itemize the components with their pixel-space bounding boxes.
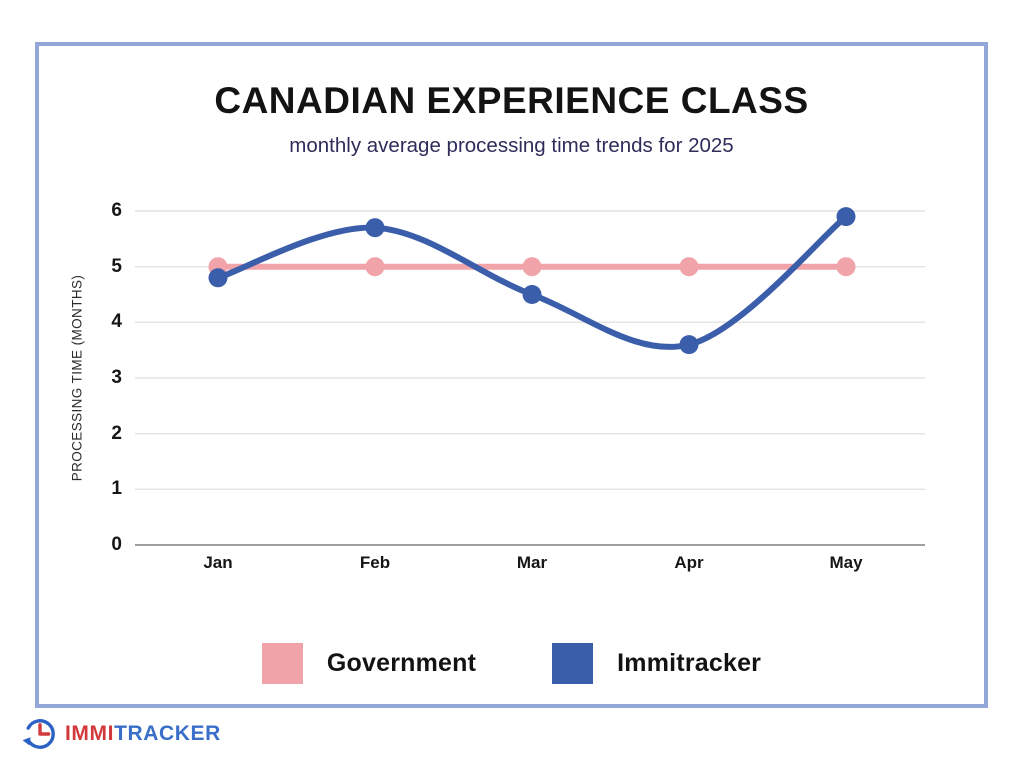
logo-text: IMMITRACKER: [65, 722, 221, 746]
y-tick-label-5: 5: [111, 255, 122, 277]
point-government-may: [836, 257, 856, 277]
y-tick-label-4: 4: [111, 311, 122, 333]
plot-area: [135, 207, 925, 546]
immitracker-logo: IMMITRACKER: [20, 714, 221, 754]
point-immitracker-jan: [208, 268, 228, 288]
x-tick-label-may: May: [829, 553, 863, 572]
legend-item-government: Government: [261, 643, 477, 684]
legend-label-immitracker: Immitracker: [617, 649, 762, 677]
legend-label-government: Government: [326, 649, 477, 677]
series-line-immitracker: [215, 213, 849, 350]
x-tick-label-feb: Feb: [359, 553, 391, 572]
point-immitracker-may: [836, 207, 856, 227]
logo-text-tracker: TRACKER: [114, 722, 221, 745]
x-tick-label-mar: Mar: [516, 553, 548, 572]
point-government-feb: [365, 257, 385, 277]
chart-frame: [35, 42, 988, 708]
chart-subtitle: monthly average processing time trends f…: [289, 134, 734, 157]
point-immitracker-mar: [522, 285, 542, 304]
y-tick-label-2: 2: [111, 422, 122, 444]
y-tick-label-6: 6: [111, 200, 122, 221]
point-government-apr: [679, 257, 699, 277]
chart-title: CANADIAN EXPERIENCE CLASS: [214, 80, 809, 121]
clock-arrow-icon: [22, 719, 55, 749]
point-immitracker-feb: [365, 218, 385, 238]
x-tick-label-jan: Jan: [203, 553, 233, 572]
y-tick-label-1: 1: [111, 478, 122, 500]
y-tick-label-0: 0: [111, 534, 122, 555]
x-tick-label-apr: Apr: [674, 553, 704, 572]
legend-item-immitracker: Immitracker: [552, 643, 761, 684]
legend-swatch-government: [261, 643, 303, 684]
logo-text-immi: IMMI: [65, 722, 115, 745]
point-immitracker-apr: [679, 335, 699, 355]
legend: Government Immitracker: [35, 643, 988, 684]
legend-swatch-immitracker: [552, 643, 594, 684]
point-government-mar: [522, 257, 542, 277]
y-tick-label-3: 3: [111, 367, 122, 388]
